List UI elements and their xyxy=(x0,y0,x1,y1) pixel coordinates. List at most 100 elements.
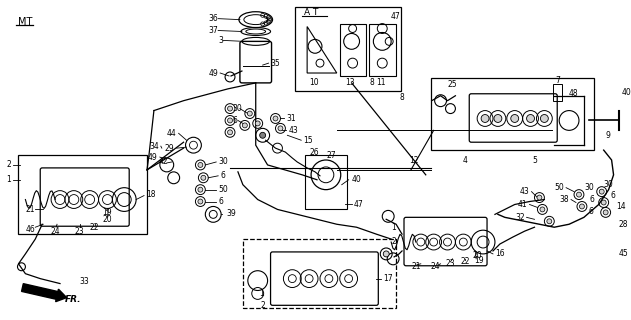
Text: 10: 10 xyxy=(309,78,319,87)
Text: 13: 13 xyxy=(345,78,355,87)
Text: 30: 30 xyxy=(604,180,613,189)
Circle shape xyxy=(198,199,203,204)
Text: 17: 17 xyxy=(383,274,393,283)
Text: 30: 30 xyxy=(218,157,228,166)
Text: 19: 19 xyxy=(475,256,484,265)
Text: 30: 30 xyxy=(584,183,594,192)
Circle shape xyxy=(603,210,608,215)
Circle shape xyxy=(228,106,232,111)
Text: 31: 31 xyxy=(286,114,296,123)
Circle shape xyxy=(579,204,584,209)
Circle shape xyxy=(228,118,232,123)
Circle shape xyxy=(383,251,389,257)
Text: A T: A T xyxy=(304,8,319,17)
Text: 36: 36 xyxy=(208,14,218,23)
Text: 40: 40 xyxy=(622,88,631,97)
Text: 12: 12 xyxy=(409,156,418,164)
Circle shape xyxy=(247,111,252,116)
Text: 2: 2 xyxy=(391,236,396,245)
Text: 20: 20 xyxy=(473,252,482,260)
Text: 19: 19 xyxy=(103,208,112,217)
Text: 43: 43 xyxy=(520,187,529,196)
Text: 21: 21 xyxy=(411,262,421,271)
Text: 35: 35 xyxy=(271,59,280,68)
Text: 46: 46 xyxy=(25,225,35,234)
Text: 37: 37 xyxy=(208,26,218,35)
Text: 6: 6 xyxy=(220,171,225,180)
Circle shape xyxy=(540,207,545,212)
Text: 47: 47 xyxy=(353,200,363,209)
Text: 3: 3 xyxy=(218,36,223,45)
Circle shape xyxy=(201,175,206,180)
Text: 2: 2 xyxy=(6,160,11,170)
Text: 22: 22 xyxy=(90,223,99,232)
Text: 11: 11 xyxy=(377,78,386,87)
Text: 22: 22 xyxy=(461,257,470,266)
Circle shape xyxy=(547,219,551,224)
Text: 49: 49 xyxy=(208,68,218,77)
Text: 14: 14 xyxy=(616,202,626,211)
Text: FR.: FR. xyxy=(65,295,81,304)
Text: 4: 4 xyxy=(463,156,468,164)
Text: 1: 1 xyxy=(259,289,264,298)
Text: 18: 18 xyxy=(146,190,155,199)
Circle shape xyxy=(255,121,260,126)
Circle shape xyxy=(577,192,581,197)
Text: 34: 34 xyxy=(149,142,159,151)
Text: 21: 21 xyxy=(26,205,35,214)
Text: 49: 49 xyxy=(147,153,157,162)
Text: 24: 24 xyxy=(431,262,440,271)
Text: 25: 25 xyxy=(447,80,457,89)
Circle shape xyxy=(510,115,519,123)
Text: 42: 42 xyxy=(159,157,168,166)
Text: 39: 39 xyxy=(226,209,236,218)
Circle shape xyxy=(481,115,489,123)
Circle shape xyxy=(537,195,542,200)
Text: 43: 43 xyxy=(288,126,298,135)
Circle shape xyxy=(494,115,502,123)
Text: 33: 33 xyxy=(80,277,90,286)
Text: 20: 20 xyxy=(103,215,112,224)
Text: 8: 8 xyxy=(399,93,404,102)
Text: 6: 6 xyxy=(233,116,237,125)
Text: 38: 38 xyxy=(560,195,569,204)
Circle shape xyxy=(198,187,203,192)
Circle shape xyxy=(599,189,604,194)
Text: 1: 1 xyxy=(6,175,11,184)
Text: 6: 6 xyxy=(218,197,223,206)
Text: 7: 7 xyxy=(556,76,561,85)
Text: 44: 44 xyxy=(167,129,177,138)
Text: 9: 9 xyxy=(605,131,610,140)
Text: 24: 24 xyxy=(50,227,60,236)
Text: 50: 50 xyxy=(555,183,564,192)
Text: 41: 41 xyxy=(518,200,528,209)
Circle shape xyxy=(242,123,247,128)
Text: 40: 40 xyxy=(351,175,362,184)
Circle shape xyxy=(260,132,266,138)
Text: 5: 5 xyxy=(532,156,537,164)
Text: 2: 2 xyxy=(260,301,265,310)
Text: 26: 26 xyxy=(309,148,319,156)
Text: 45: 45 xyxy=(618,249,628,259)
Text: 28: 28 xyxy=(618,220,628,229)
Text: 50: 50 xyxy=(218,185,228,194)
Text: MT: MT xyxy=(18,17,33,27)
Text: 30: 30 xyxy=(232,104,242,113)
Text: 6: 6 xyxy=(589,207,594,216)
Text: 29: 29 xyxy=(164,144,174,153)
FancyArrow shape xyxy=(21,284,67,302)
Text: 27: 27 xyxy=(327,150,336,160)
Circle shape xyxy=(228,130,232,135)
Text: 6: 6 xyxy=(611,191,616,200)
Circle shape xyxy=(278,126,283,131)
Text: 23: 23 xyxy=(445,259,456,268)
Text: 6: 6 xyxy=(590,195,595,204)
Text: 8: 8 xyxy=(369,78,374,87)
Circle shape xyxy=(540,115,548,123)
Text: 16: 16 xyxy=(495,249,505,259)
Text: 1: 1 xyxy=(391,223,396,232)
Circle shape xyxy=(527,115,534,123)
Text: 48: 48 xyxy=(569,89,579,98)
Text: 32: 32 xyxy=(515,213,524,222)
Circle shape xyxy=(273,116,278,121)
